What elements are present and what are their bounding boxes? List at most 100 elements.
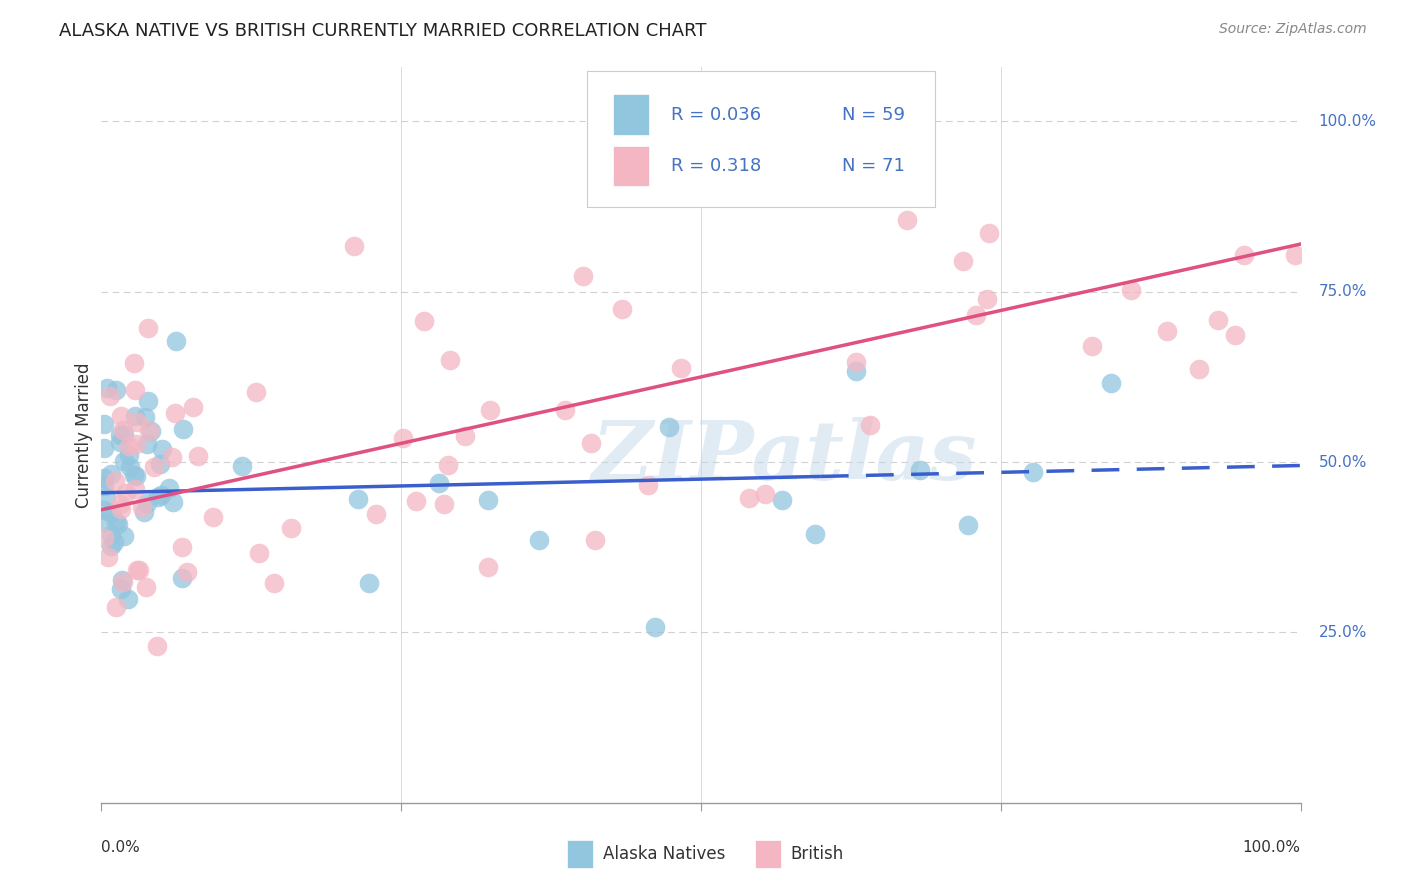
Point [754, 487, 776, 501]
Point [124, 409, 146, 424]
Text: 100.0%: 100.0% [1319, 114, 1376, 129]
Point [118, 459, 141, 474]
Point [965, 308, 987, 322]
Point [436, 458, 458, 472]
Point [1081, 339, 1104, 353]
Point [132, 505, 155, 519]
Point [908, 463, 931, 477]
Point [110, 409, 132, 423]
Point [100, 467, 122, 482]
Point [1233, 248, 1256, 262]
Point [97, 549, 120, 564]
Text: ALASKA NATIVE VS BRITISH CURRENTLY MARRIED CORRELATION CHART: ALASKA NATIVE VS BRITISH CURRENTLY MARRI… [59, 22, 707, 40]
Point [108, 427, 131, 442]
Point [529, 533, 551, 548]
Point [136, 320, 159, 334]
Point [172, 541, 194, 555]
Point [118, 448, 141, 462]
Point [93, 479, 115, 493]
FancyBboxPatch shape [613, 146, 650, 186]
Point [138, 424, 160, 438]
Text: 25.0%: 25.0% [1319, 625, 1367, 640]
Point [131, 500, 153, 515]
Point [364, 508, 387, 522]
Point [93, 531, 115, 545]
Point [112, 427, 135, 442]
Point [112, 529, 135, 543]
Point [770, 492, 793, 507]
Point [150, 488, 173, 502]
Text: N = 71: N = 71 [842, 157, 905, 175]
Text: R = 0.036: R = 0.036 [671, 106, 761, 124]
Point [108, 497, 131, 511]
Point [477, 493, 499, 508]
Point [93, 503, 115, 517]
Point [1156, 324, 1178, 338]
Point [976, 292, 998, 306]
Point [105, 384, 128, 398]
Text: ZIPatlas: ZIPatlas [592, 417, 977, 497]
Point [658, 420, 681, 434]
Point [669, 361, 692, 376]
FancyBboxPatch shape [755, 840, 782, 868]
Point [231, 458, 253, 473]
Point [105, 515, 128, 529]
Point [413, 314, 436, 328]
Point [1119, 283, 1142, 297]
Point [112, 454, 135, 468]
Point [111, 574, 134, 588]
Point [357, 575, 380, 590]
Point [845, 355, 868, 369]
Point [112, 423, 135, 437]
Point [637, 477, 659, 491]
Point [93, 471, 115, 485]
Point [347, 491, 370, 506]
Text: Alaska Natives: Alaska Natives [603, 846, 725, 863]
Point [149, 457, 172, 471]
Point [433, 497, 456, 511]
Point [644, 619, 666, 633]
Point [100, 506, 122, 520]
Point [141, 424, 163, 438]
Point [405, 494, 427, 508]
Point [1223, 328, 1246, 343]
Point [554, 402, 576, 417]
Point [125, 415, 148, 429]
Point [163, 406, 186, 420]
Point [172, 571, 194, 585]
Point [134, 410, 156, 425]
Point [93, 515, 115, 529]
Point [1188, 361, 1211, 376]
Point [477, 560, 499, 574]
Point [247, 546, 270, 560]
Point [145, 639, 167, 653]
Point [110, 582, 132, 596]
Point [585, 533, 607, 547]
Point [176, 565, 198, 579]
Point [183, 401, 205, 415]
Text: 0.0%: 0.0% [101, 839, 141, 855]
Point [107, 516, 129, 531]
Point [845, 363, 868, 377]
Point [896, 213, 918, 227]
Point [187, 449, 209, 463]
Point [392, 431, 415, 445]
Point [162, 495, 184, 509]
Text: British: British [790, 846, 844, 863]
Point [1284, 248, 1306, 262]
Point [610, 301, 633, 316]
Point [201, 509, 224, 524]
Point [165, 334, 187, 348]
Point [172, 422, 194, 436]
Point [579, 436, 602, 450]
FancyBboxPatch shape [567, 840, 593, 868]
Point [108, 435, 131, 450]
Point [859, 417, 882, 432]
Point [135, 436, 157, 450]
Point [146, 491, 169, 505]
Point [454, 429, 477, 443]
FancyBboxPatch shape [613, 95, 650, 135]
Text: 50.0%: 50.0% [1319, 455, 1367, 469]
Point [427, 476, 450, 491]
Point [96, 491, 118, 505]
